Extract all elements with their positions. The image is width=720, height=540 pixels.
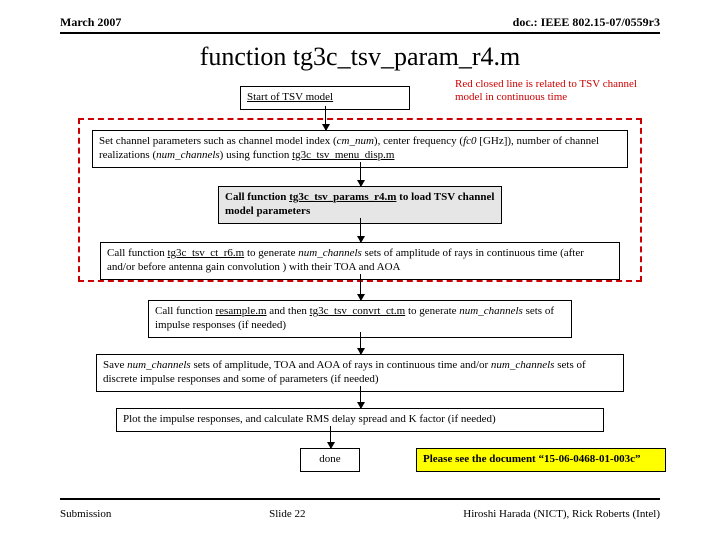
header-rule (60, 32, 660, 34)
footer-rule (60, 498, 660, 500)
flow-box-plot: Plot the impulse responses, and calculat… (116, 408, 604, 432)
footer-center: Slide 22 (269, 508, 305, 520)
flow-arrow-6 (330, 426, 331, 448)
flow-arrow-5 (360, 386, 361, 408)
page-title: function tg3c_tsv_param_r4.m (0, 42, 720, 72)
flow-arrow-3 (360, 274, 361, 300)
flow-arrow-0 (325, 106, 326, 130)
page-footer: Submission Slide 22 Hiroshi Harada (NICT… (60, 508, 660, 520)
note-red-closed-line: Red closed line is related to TSV channe… (455, 78, 665, 104)
flow-box-yellow: Please see the document “15-06-0468-01-0… (416, 448, 666, 472)
header-date: March 2007 (60, 15, 121, 30)
flow-arrow-4 (360, 332, 361, 354)
footer-right: Hiroshi Harada (NICT), Rick Roberts (Int… (463, 508, 660, 520)
flow-box-done: done (300, 448, 360, 472)
footer-left: Submission (60, 508, 111, 520)
flow-arrow-1 (360, 162, 361, 186)
header-doc: doc.: IEEE 802.15-07/0559r3 (513, 15, 660, 30)
page-header: March 2007 doc.: IEEE 802.15-07/0559r3 (60, 15, 660, 30)
flow-arrow-2 (360, 218, 361, 242)
